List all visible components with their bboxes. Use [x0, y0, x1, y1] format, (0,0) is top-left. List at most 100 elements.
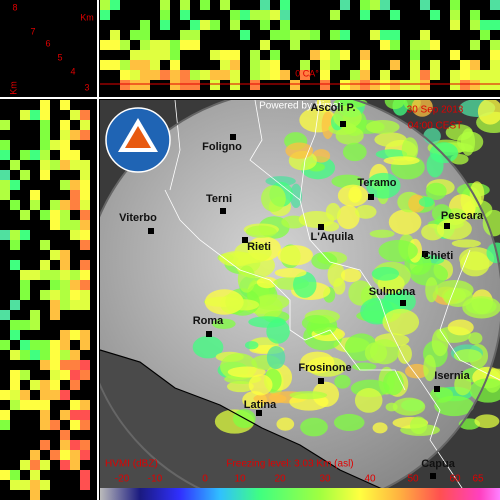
city-marker [256, 410, 262, 416]
echo-blob [300, 417, 328, 437]
echo-blob [462, 296, 500, 319]
echo-cell [420, 80, 430, 90]
echo-cell [110, 0, 120, 10]
echo-cell [20, 480, 30, 490]
echo-blob [293, 271, 317, 298]
echo-cell [60, 350, 70, 360]
echo-cell [80, 120, 90, 130]
legend-tick: 30 [319, 474, 331, 485]
echo-cell [360, 10, 370, 20]
echo-blob [334, 374, 351, 389]
echo-cell [490, 70, 500, 80]
echo-cell [260, 60, 270, 70]
echo-blob [481, 368, 500, 379]
echo-cell [120, 40, 130, 50]
echo-cell [70, 400, 80, 410]
echo-cell [450, 50, 460, 60]
echo-cell [30, 110, 40, 120]
echo-cell [60, 450, 70, 460]
echo-blob [354, 388, 383, 413]
echo-cell [0, 150, 10, 160]
echo-cell [80, 440, 90, 450]
echo-cell [460, 80, 470, 90]
echo-cell [470, 60, 480, 70]
echo-cell [60, 460, 70, 470]
echo-cell [150, 50, 160, 60]
echo-cell [70, 150, 80, 160]
echo-cell [40, 150, 50, 160]
echo-blob [342, 142, 367, 162]
echo-cell [290, 80, 300, 90]
echo-cell [30, 470, 40, 480]
echo-cell [40, 360, 50, 370]
echo-cell [290, 30, 300, 40]
echo-cell [40, 420, 50, 430]
echo-cell [0, 180, 10, 190]
echo-cell [130, 50, 140, 60]
legend-tick: -20 [115, 474, 130, 485]
city-label: Viterbo [119, 212, 157, 224]
echo-cell [470, 10, 480, 20]
echo-cell [50, 270, 60, 280]
echo-blob [411, 100, 433, 117]
echo-cell [60, 430, 70, 440]
echo-cell [80, 190, 90, 200]
echo-cell [70, 410, 80, 420]
echo-cell [480, 70, 490, 80]
echo-cell [70, 200, 80, 210]
echo-cell [340, 0, 350, 10]
echo-blob [254, 294, 290, 310]
echo-cell [40, 140, 50, 150]
echo-cell [60, 340, 70, 350]
echo-cell [380, 80, 390, 90]
echo-cell [210, 80, 220, 90]
echo-blob [337, 184, 369, 207]
echo-blob [248, 374, 273, 396]
echo-cell [60, 290, 70, 300]
echo-cell [60, 100, 70, 110]
echo-cell [470, 40, 480, 50]
echo-cell [30, 270, 40, 280]
echo-cell [40, 480, 50, 490]
echo-cell [10, 260, 20, 270]
echo-cell [490, 50, 500, 60]
echo-cell [70, 270, 80, 280]
echo-cell [280, 70, 290, 80]
echo-cell [430, 60, 440, 70]
echo-cell [410, 40, 420, 50]
echo-cell [490, 60, 500, 70]
echo-cell [220, 50, 230, 60]
echo-cell [130, 80, 140, 90]
echo-cell [40, 460, 50, 470]
echo-blob [261, 185, 286, 212]
echo-cell [450, 10, 460, 20]
echo-cell [390, 10, 400, 20]
city-marker [230, 134, 236, 140]
echo-cell [170, 80, 180, 90]
echo-blob [385, 402, 398, 412]
echo-cell [30, 400, 40, 410]
echo-cell [0, 340, 10, 350]
echo-blob [477, 100, 500, 125]
echo-cell [50, 290, 60, 300]
echo-cell [60, 150, 70, 160]
echo-blob [454, 373, 472, 396]
echo-cell [40, 260, 50, 270]
echo-cell [70, 300, 80, 310]
echo-cell [40, 400, 50, 410]
echo-cell [190, 20, 200, 30]
echo-cell [380, 30, 390, 40]
echo-cell [160, 50, 170, 60]
echo-cell [20, 210, 30, 220]
echo-cell [40, 440, 50, 450]
city-marker [206, 331, 212, 337]
cross-section-left [0, 100, 90, 500]
echo-cell [40, 160, 50, 170]
echo-cell [10, 370, 20, 380]
echo-cell [80, 420, 90, 430]
echo-cell [250, 70, 260, 80]
legend-tick: 65 [472, 474, 484, 485]
echo-cell [330, 50, 340, 60]
echo-cell [320, 50, 330, 60]
height-label: 3 [84, 82, 89, 92]
